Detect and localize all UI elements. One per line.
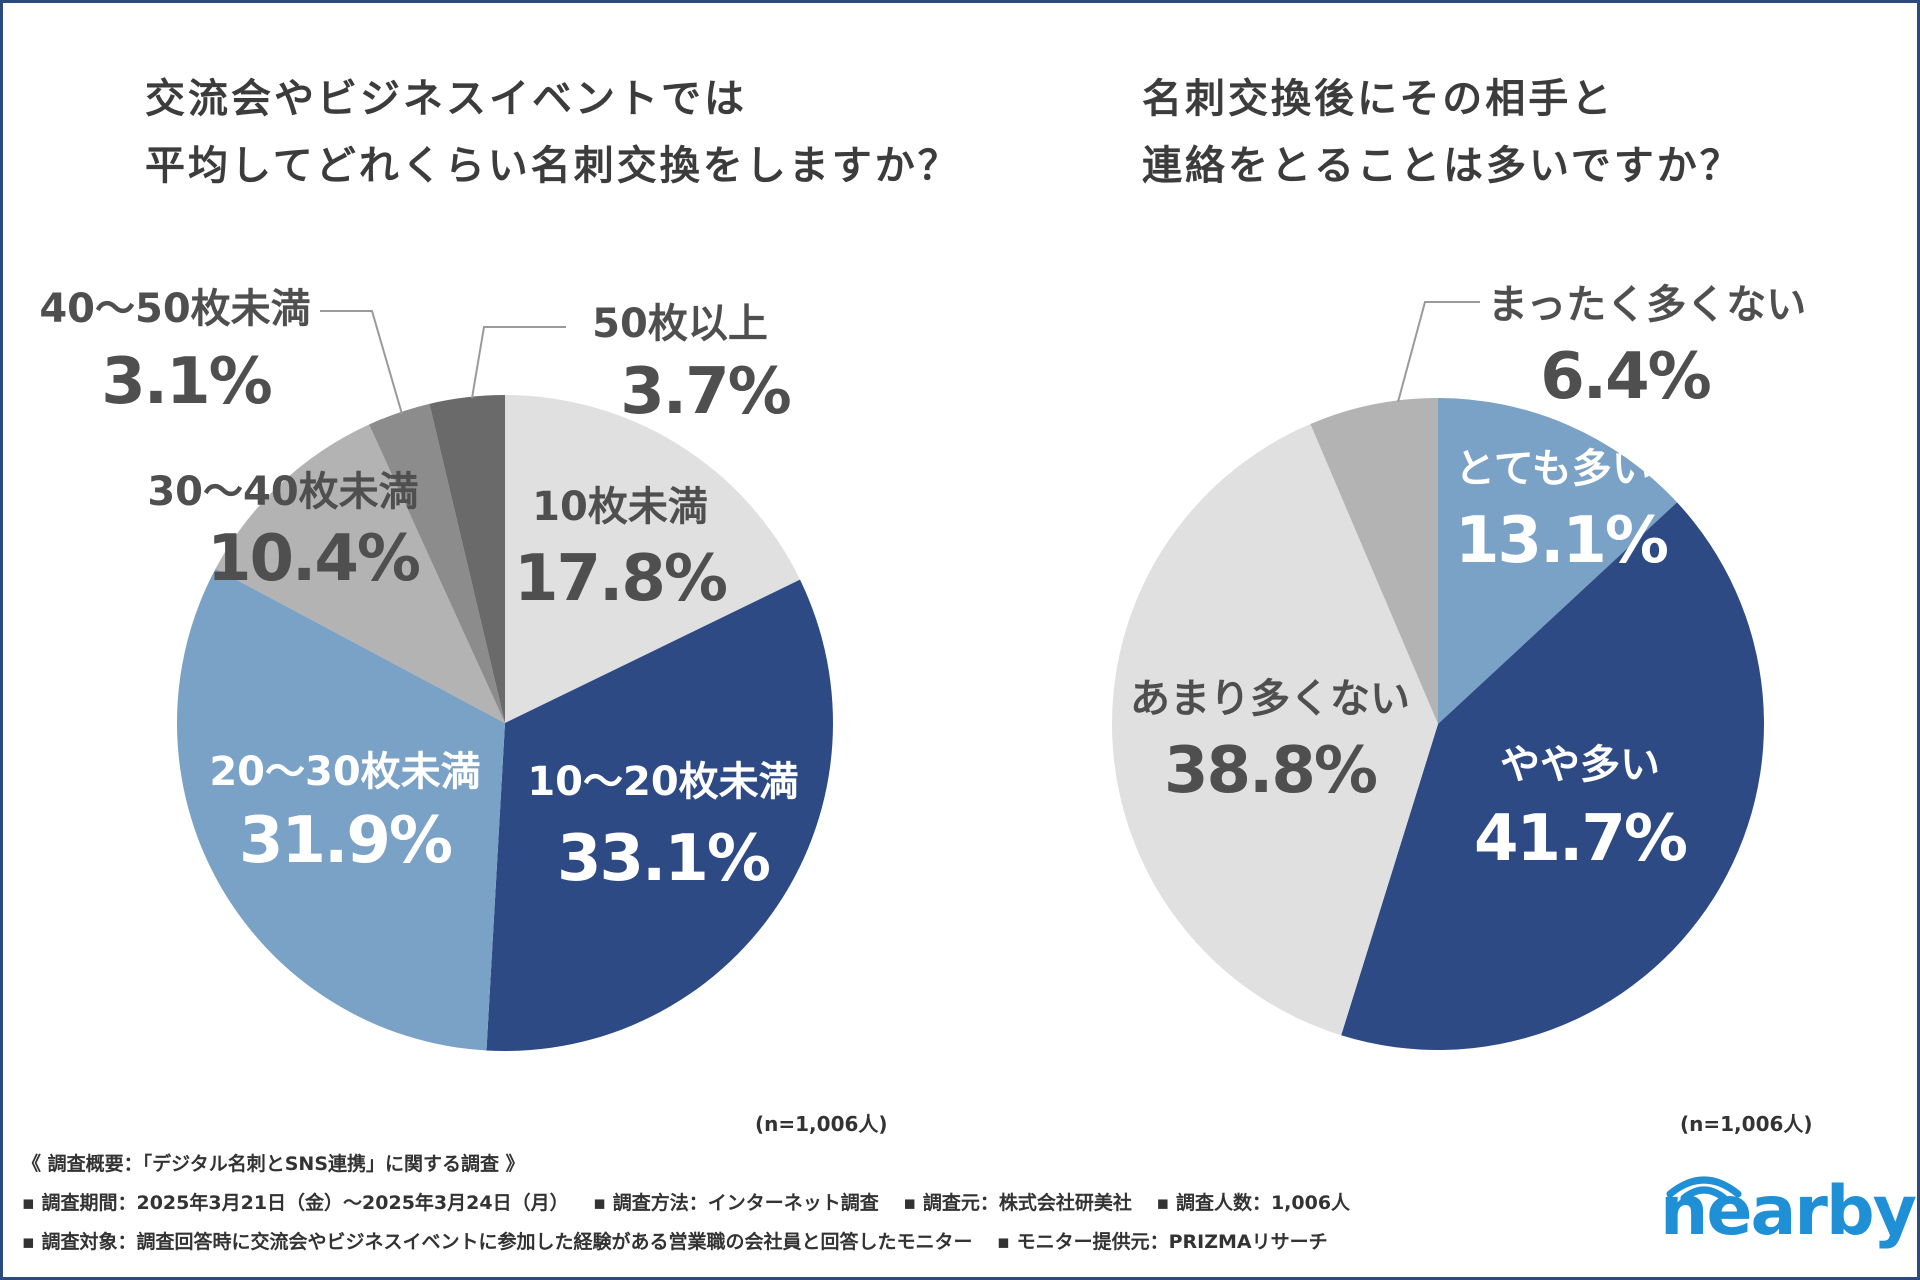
left-title-line2: 平均してどれくらい名刺交換をしますか？ [145,143,961,189]
left-title-line1: 交流会やビジネスイベントでは [145,76,747,122]
pie0-slice-5 [429,395,505,723]
wifi-signal-icon [1666,1176,1742,1200]
pie1-value-label-0: 13.1% [1455,504,1668,578]
pie1-category-label-0: とても多い [1455,446,1652,492]
left-sample-size: (n=1,006人) [755,1112,888,1136]
pie1-value-label-1: 41.7% [1474,802,1687,876]
pie1-slice-0 [1438,398,1678,724]
pie0-slice-2 [177,568,506,1051]
pie0-category-label-2: 20〜30枚未満 [209,749,480,795]
survey-period: ▪ 調査期間：2025年3月21日（金）〜2025年3月24日（月） [22,1192,569,1214]
pie0-slice-4 [369,403,505,723]
survey-method: ▪ 調査方法：インターネット調査 [593,1192,879,1214]
survey-overview: 《 調査概要：「デジタル名刺とSNS連携」に関する調査 》 ▪ 調査期間：202… [22,1145,1350,1262]
pie0-leader-line-0 [320,310,403,415]
pie0-slice-3 [215,424,506,723]
pie0-category-label-1: 10〜20枚未満 [527,759,798,805]
survey-target: ▪ 調査対象：調査回答時に交流会やビジネスイベントに参加した経験がある営業職の会… [22,1231,973,1253]
survey-heading: 《 調査概要：「デジタル名刺とSNS連携」に関する調査 》 [22,1153,525,1175]
pie1-slice-3 [1310,398,1438,724]
survey-row-2: ▪ 調査対象：調査回答時に交流会やビジネスイベントに参加した経験がある営業職の会… [22,1223,1350,1262]
left-pie-chart: 10枚未満 17.8% 10〜20枚未満 33.1% 20〜30枚未満 31.9% 30〜4… [39,286,833,1052]
survey-row-1: ▪ 調査期間：2025年3月21日（金）〜2025年3月24日（月） ▪ 調査方… [22,1184,1350,1223]
pie0-value-label-5: 3.7% [620,355,790,429]
right-chart-title: 名刺交換後にその相手と 連絡をとることは多いですか？ [1142,66,1743,200]
pie1-leader-line-0 [1397,301,1480,403]
right-sample-size: (n=1,006人) [1680,1112,1813,1136]
pie1-category-label-2: あまり多くない [1130,676,1410,722]
left-chart-title: 交流会やビジネスイベントでは 平均してどれくらい名刺交換をしますか？ [145,66,961,200]
pie0-category-label-0: 10枚未満 [532,484,708,530]
survey-count: ▪ 調査人数：1,006人 [1156,1192,1351,1214]
pie0-slice-0 [505,395,801,723]
nearby-logo: nearby [1660,1160,1917,1255]
pie0-slice-1 [486,579,833,1052]
pie1-slice-1 [1341,502,1764,1050]
pie1-category-label-1: やや多い [1500,742,1660,788]
survey-provider: ▪ モニター提供元：PRIZMAリサーチ [997,1231,1328,1253]
pie1-value-label-2: 38.8% [1164,734,1377,808]
pie0-category-label-5: 50枚以上 [592,301,768,347]
survey-source: ▪ 調査元：株式会社研美社 [903,1192,1132,1214]
right-pie-chart: とても多い 13.1% やや多い 41.7% あまり多くない 38.8% まったく多くない 6… [1112,282,1806,1050]
pie0-value-label-0: 17.8% [514,542,727,616]
pie0-value-label-2: 31.9% [239,804,452,878]
right-title-line2: 連絡をとることは多いですか？ [1142,143,1743,189]
right-title-line1: 名刺交換後にその相手と [1142,76,1615,122]
pie0-value-label-4: 3.1% [101,345,271,419]
pie0-leader-line-1 [471,326,566,399]
pie0-category-label-3: 30〜40枚未満 [147,469,418,515]
pie0-category-label-4: 40〜50枚未満 [39,286,310,332]
pie1-slice-2 [1112,424,1438,1036]
logo-wordmark: nearby [1660,1172,1917,1251]
pie1-category-label-3: まったく多くない [1488,282,1806,328]
pie1-value-label-3: 6.4% [1540,340,1710,414]
pie0-value-label-3: 10.4% [207,522,420,596]
pie0-value-label-1: 33.1% [557,822,770,896]
